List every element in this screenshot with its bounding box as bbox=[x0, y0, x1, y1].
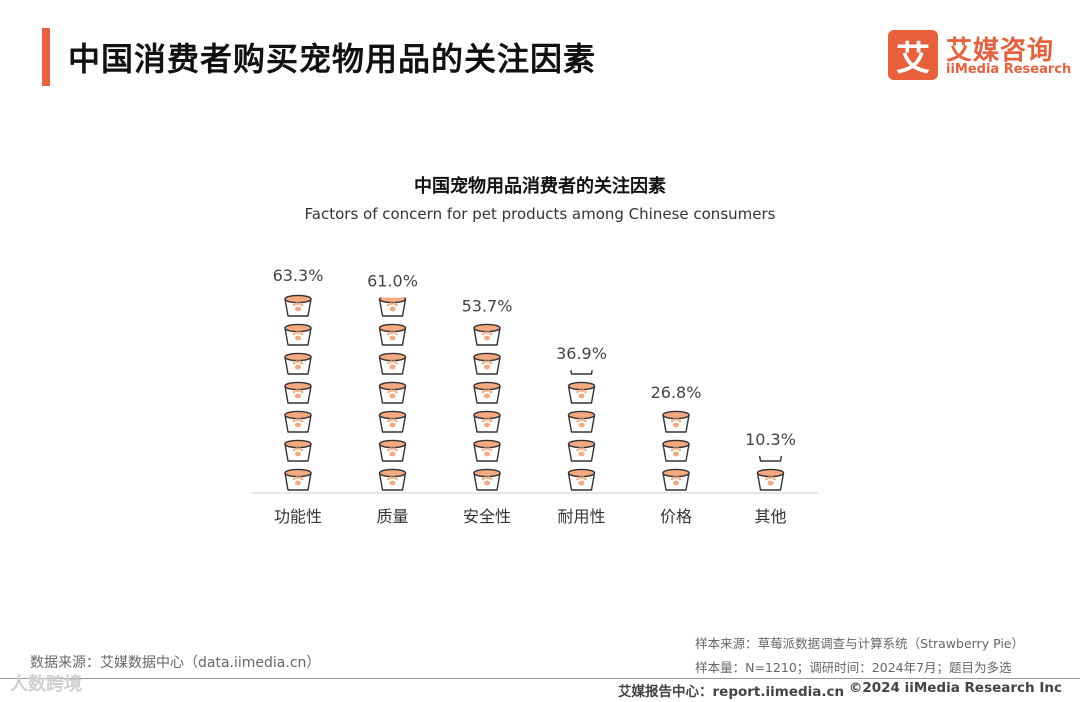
bar-1 bbox=[284, 294, 312, 491]
pet-bowl-icon bbox=[284, 381, 312, 404]
pet-bowl-icon bbox=[567, 410, 596, 433]
data-label: 36.9% bbox=[556, 344, 607, 363]
data-label: 10.3% bbox=[745, 430, 796, 449]
category-label: 价格 bbox=[660, 507, 692, 526]
category-label: 质量 bbox=[376, 507, 408, 526]
brand-name-cn: 艾媒咨询 bbox=[946, 36, 1055, 66]
pet-bowl-icon bbox=[473, 439, 501, 462]
pet-bowl-icon bbox=[473, 410, 501, 433]
pet-bowl-icon bbox=[378, 297, 407, 317]
pet-bowl-icon bbox=[473, 468, 501, 491]
pet-bowl-icon bbox=[378, 468, 407, 491]
pet-bowl-icon bbox=[662, 410, 690, 433]
category-label: 安全性 bbox=[463, 507, 511, 526]
title-accent-bar bbox=[42, 28, 50, 86]
brand-logo-mark: 艾 bbox=[888, 30, 938, 80]
pet-bowl-icon bbox=[567, 381, 596, 404]
pet-bowl-icon bbox=[570, 370, 593, 375]
footer-divider bbox=[0, 678, 1080, 679]
report-center-link[interactable]: 艾媒报告中心：report.iimedia.cn bbox=[618, 684, 845, 700]
chart-subtitle: Factors of concern for pet products amon… bbox=[304, 205, 776, 223]
pet-bowl-icon bbox=[378, 410, 407, 433]
pet-bowl-icon bbox=[662, 468, 690, 491]
pet-bowl-icon bbox=[567, 468, 596, 491]
pet-bowl-icon bbox=[284, 352, 312, 375]
pet-bowl-icon bbox=[473, 323, 501, 346]
sample-notes: 样本来源：草莓派数据调查与计算系统（Strawberry Pie） 样本量：N=… bbox=[695, 632, 1024, 680]
pet-bowl-icon bbox=[378, 323, 407, 346]
chart-title: 中国宠物用品消费者的关注因素 bbox=[414, 176, 666, 197]
data-label: 26.8% bbox=[651, 383, 702, 402]
pet-bowl-icon bbox=[284, 323, 312, 346]
pet-bowl-icon bbox=[284, 439, 312, 462]
data-label: 63.3% bbox=[273, 266, 324, 285]
pet-bowl-icon bbox=[284, 468, 312, 491]
bar-3 bbox=[473, 323, 501, 491]
pet-bowl-icon bbox=[473, 352, 501, 375]
brand-name-en: iiMedia Research bbox=[946, 62, 1072, 77]
pet-bowl-icon bbox=[378, 381, 407, 404]
data-source-note: 数据来源：艾媒数据中心（data.iimedia.cn） bbox=[30, 655, 321, 671]
pet-bowl-icon bbox=[758, 455, 783, 462]
bar-2 bbox=[378, 297, 407, 491]
pet-bowl-icon bbox=[284, 410, 312, 433]
pet-bowl-icon bbox=[284, 294, 312, 317]
pet-bowl-icon bbox=[662, 439, 690, 462]
category-label: 功能性 bbox=[274, 507, 322, 526]
copyright-text: ©2024 iiMedia Research Inc bbox=[848, 680, 1062, 696]
category-label: 耐用性 bbox=[557, 507, 605, 526]
pet-bowl-icon bbox=[756, 468, 785, 491]
pet-bowl-icon bbox=[473, 381, 501, 404]
bar-6 bbox=[756, 455, 785, 491]
brand-logo: 艾 艾媒咨询 iiMedia Research bbox=[888, 30, 1072, 82]
sample-source-note: 样本来源：草莓派数据调查与计算系统（Strawberry Pie） bbox=[695, 636, 1024, 651]
pet-bowl-icon bbox=[378, 439, 407, 462]
pet-bowl-icon bbox=[567, 439, 596, 462]
bar-4 bbox=[567, 370, 596, 491]
page-title: 中国消费者购买宠物用品的关注因素 bbox=[68, 40, 597, 78]
bar-5 bbox=[662, 410, 690, 491]
data-label: 61.0% bbox=[367, 272, 418, 291]
data-label: 53.7% bbox=[462, 296, 513, 315]
category-label: 其他 bbox=[754, 507, 786, 526]
sample-size-note: 样本量：N=1210；调研时间：2024年7月；题目为多选 bbox=[695, 660, 1012, 675]
pet-bowl-icon bbox=[378, 352, 407, 375]
watermark-text: 人数跨境 bbox=[10, 674, 82, 695]
